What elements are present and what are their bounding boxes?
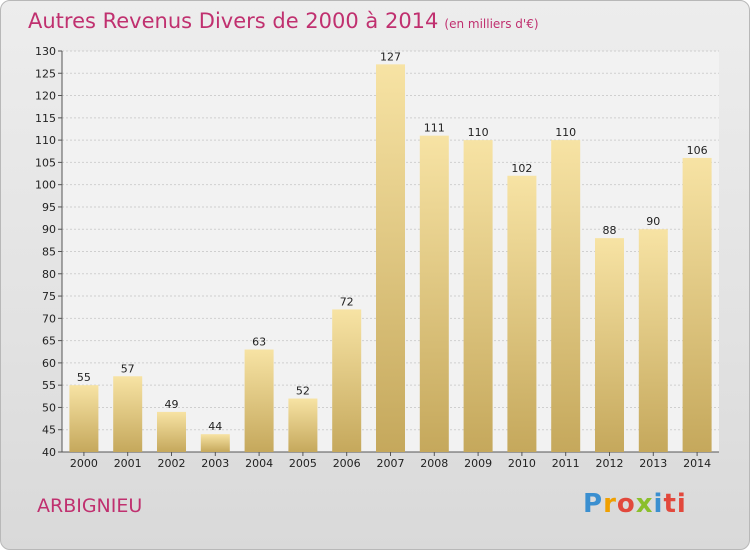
x-tick-label: 2012 [596,457,624,470]
bar-value-label: 110 [555,126,576,139]
bar [200,434,230,452]
chart-title: Autres Revenus Divers de 2000 à 2014 (en … [28,9,539,33]
place-name: ARBIGNIEU [37,495,143,517]
bar-value-label: 102 [511,162,532,175]
bar [551,140,581,452]
bar-value-label: 127 [380,50,401,63]
bar-value-label: 63 [252,336,266,349]
bar [113,376,143,452]
y-tick-label: 50 [42,401,56,414]
bar-value-label: 55 [77,371,91,384]
y-tick-label: 70 [42,312,56,325]
y-tick-label: 55 [42,379,56,392]
bar [288,398,318,452]
y-tick-label: 115 [35,112,56,125]
bar [638,229,668,452]
bar-value-label: 52 [296,385,310,398]
x-tick-label: 2006 [333,457,361,470]
bar-value-label: 72 [340,295,354,308]
x-tick-label: 2007 [377,457,405,470]
y-tick-label: 65 [42,335,56,348]
x-tick-label: 2014 [683,457,711,470]
bar [244,349,274,452]
chart-unit: (en milliers d'€) [444,17,539,31]
y-tick-label: 75 [42,290,56,303]
x-tick-label: 2008 [420,457,448,470]
y-tick-label: 40 [42,446,56,459]
bar [332,309,362,452]
bar-value-label: 88 [603,224,617,237]
proxiti-logo: Proxiti [583,489,687,519]
bar-value-label: 90 [646,215,660,228]
bar-value-label: 57 [121,362,135,375]
bar-value-label: 110 [468,126,489,139]
bar-value-label: 111 [424,122,445,135]
y-tick-label: 120 [35,90,56,103]
x-tick-label: 2005 [289,457,317,470]
x-tick-label: 2011 [552,457,580,470]
x-tick-label: 2009 [464,457,492,470]
bar-value-label: 106 [687,144,708,157]
y-tick-label: 60 [42,357,56,370]
bar [682,157,712,452]
y-tick-label: 45 [42,424,56,437]
x-tick-label: 2010 [508,457,536,470]
y-tick-label: 125 [35,67,56,80]
x-tick-label: 2013 [639,457,667,470]
y-tick-label: 80 [42,268,56,281]
bar-value-label: 49 [165,398,179,411]
y-tick-label: 110 [35,134,56,147]
x-tick-label: 2003 [201,457,229,470]
bar [69,385,99,452]
x-tick-label: 2004 [245,457,273,470]
bar [376,64,405,452]
x-tick-label: 2002 [158,457,186,470]
y-tick-label: 90 [42,223,56,236]
y-tick-label: 85 [42,246,56,259]
bar [463,140,493,452]
x-tick-label: 2000 [70,457,98,470]
bar [595,238,624,452]
y-tick-label: 100 [35,179,56,192]
bar [157,411,186,452]
bar-value-label: 44 [208,420,222,433]
y-tick-label: 105 [35,156,56,169]
x-tick-label: 2001 [114,457,142,470]
y-tick-label: 130 [35,45,56,58]
y-tick-label: 95 [42,201,56,214]
chart-title-text: Autres Revenus Divers de 2000 à 2014 [28,9,439,33]
bar [419,135,449,452]
bar [507,175,537,452]
